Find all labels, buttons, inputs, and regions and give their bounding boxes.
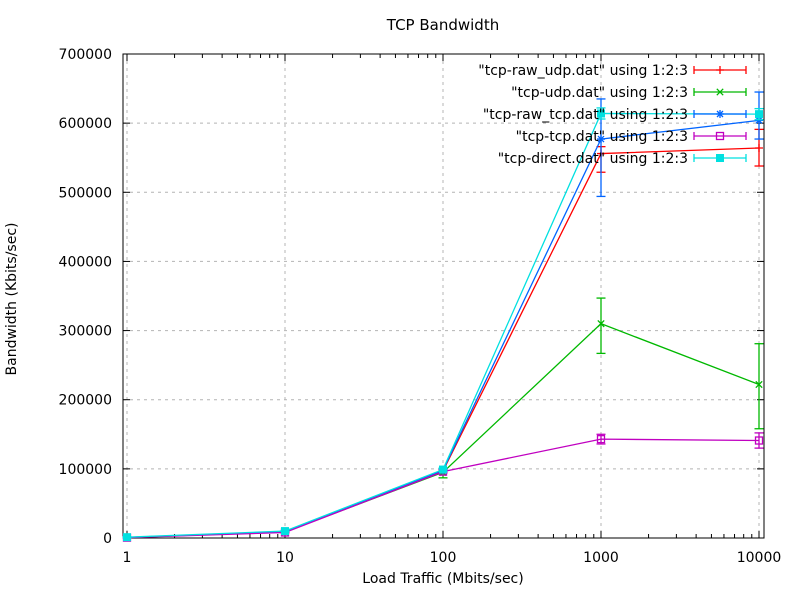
y-tick-label: 400000 [59,254,112,270]
gridlines [123,54,764,538]
legend-label: "tcp-udp.dat" using 1:2:3 [511,85,688,101]
legend-label: "tcp-raw_udp.dat" using 1:2:3 [478,63,688,79]
y-tick-label: 300000 [59,324,112,340]
chart-title: TCP Bandwidth [386,16,500,34]
x-tick-labels: 1 10 100 1000 10000 [123,550,782,566]
x-tick-label: 10000 [737,550,782,566]
legend-label: "tcp-tcp.dat" using 1:2:3 [516,129,688,145]
y-tick-label: 100000 [59,462,112,478]
legend-label: "tcp-direct.dat" using 1:2:3 [498,151,688,167]
y-tick-labels: 0 100000 200000 300000 400000 500000 600000 700… [59,47,112,547]
legend: "tcp-raw_udp.dat" using 1:2:3 "tcp-udp.da… [478,63,747,167]
y-axis-label: Bandwidth (Kbits/sec) [4,222,20,376]
x-tick-label: 10 [276,550,294,566]
y-tick-label: 600000 [59,116,112,132]
x-axis-label: Load Traffic (Mbits/sec) [362,571,524,587]
x-tick-label: 100 [430,550,457,566]
y-tick-label: 200000 [59,393,112,409]
y-tick-label: 700000 [59,47,112,63]
y-tick-label: 0 [103,531,112,547]
x-tick-label: 1000 [583,550,619,566]
x-tick-label: 1 [123,550,132,566]
plot-border [122,53,765,539]
series-tcp-direct-datusing123 [122,107,764,542]
y-tick-label: 500000 [59,185,112,201]
legend-label: "tcp-raw_tcp.dat" using 1:2:3 [483,107,688,123]
